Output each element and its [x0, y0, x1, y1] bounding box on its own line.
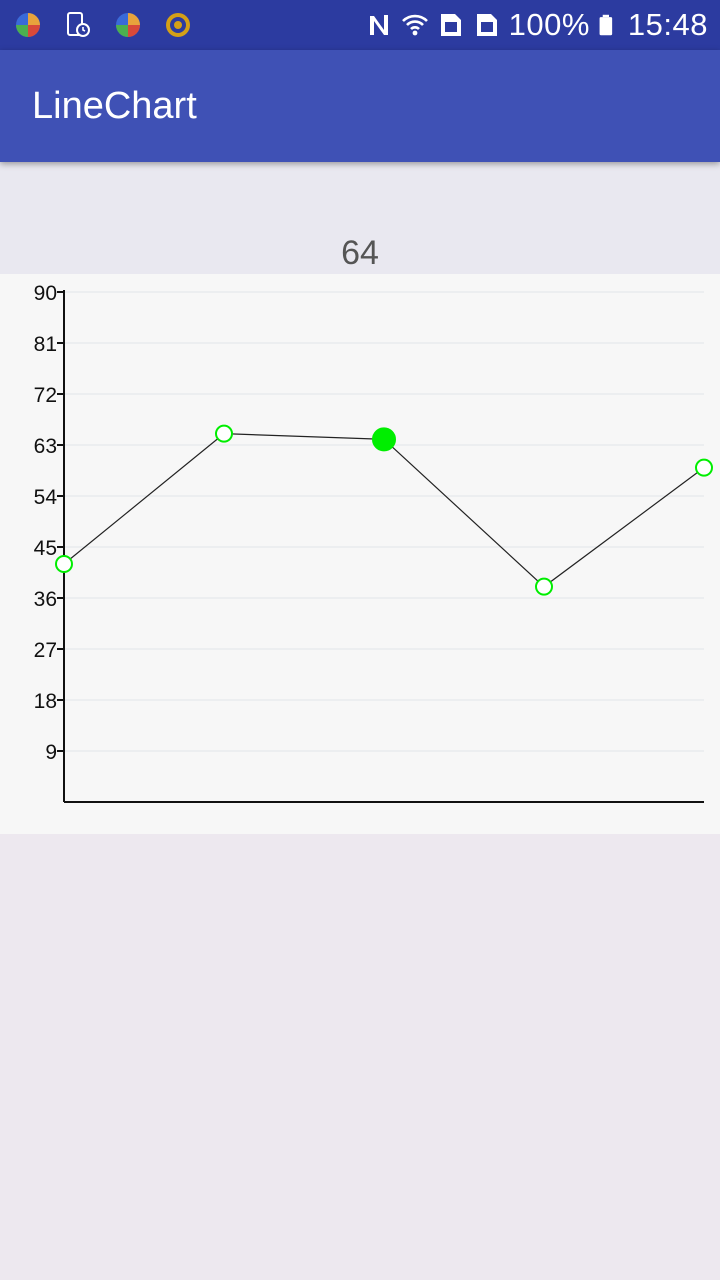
sim2-icon: [476, 14, 497, 36]
y-tick-label: 9: [45, 741, 57, 764]
y-tick-label: 54: [34, 486, 58, 509]
app-bar: LineChart: [0, 50, 720, 162]
chart-canvas[interactable]: 9 18 27 36 45 54 63 72 81 90: [0, 274, 720, 834]
selected-value-panel: [0, 162, 720, 274]
system-status: 100% 15:48: [365, 0, 708, 50]
settings-icon: [166, 13, 190, 37]
status-bar: 100% 15:48: [0, 0, 720, 50]
y-tick-label: 90: [34, 282, 57, 305]
data-point[interactable]: [535, 577, 553, 596]
line-chart[interactable]: 9 18 27 36 45 54 63 72 81 90: [0, 274, 720, 834]
data-point-selected[interactable]: [372, 427, 396, 452]
screen-timer-icon: [67, 12, 90, 37]
browser-icon: [116, 13, 140, 37]
battery-icon: [599, 14, 613, 36]
selected-value-label: 64: [341, 234, 379, 272]
clock: 15:48: [627, 7, 708, 42]
browser-icon: [16, 13, 40, 37]
battery-percentage: 100%: [508, 7, 590, 42]
y-tick-label: 81: [34, 333, 57, 356]
y-tick-label: 63: [34, 435, 57, 458]
notification-icons: [14, 11, 192, 39]
nfc-icon: [369, 15, 388, 35]
app-title: LineChart: [32, 85, 197, 127]
data-point[interactable]: [695, 458, 713, 477]
data-point[interactable]: [55, 555, 73, 573]
wifi-icon: [401, 14, 428, 36]
y-tick-label: 18: [34, 690, 57, 713]
series-line: [63, 433, 705, 588]
data-point[interactable]: [215, 424, 233, 443]
y-tick-label: 72: [34, 384, 57, 407]
y-tick-label: 36: [34, 588, 57, 611]
y-tick-label: 45: [34, 537, 57, 560]
y-tick-label: 27: [34, 639, 57, 662]
sim1-icon: [440, 14, 461, 36]
